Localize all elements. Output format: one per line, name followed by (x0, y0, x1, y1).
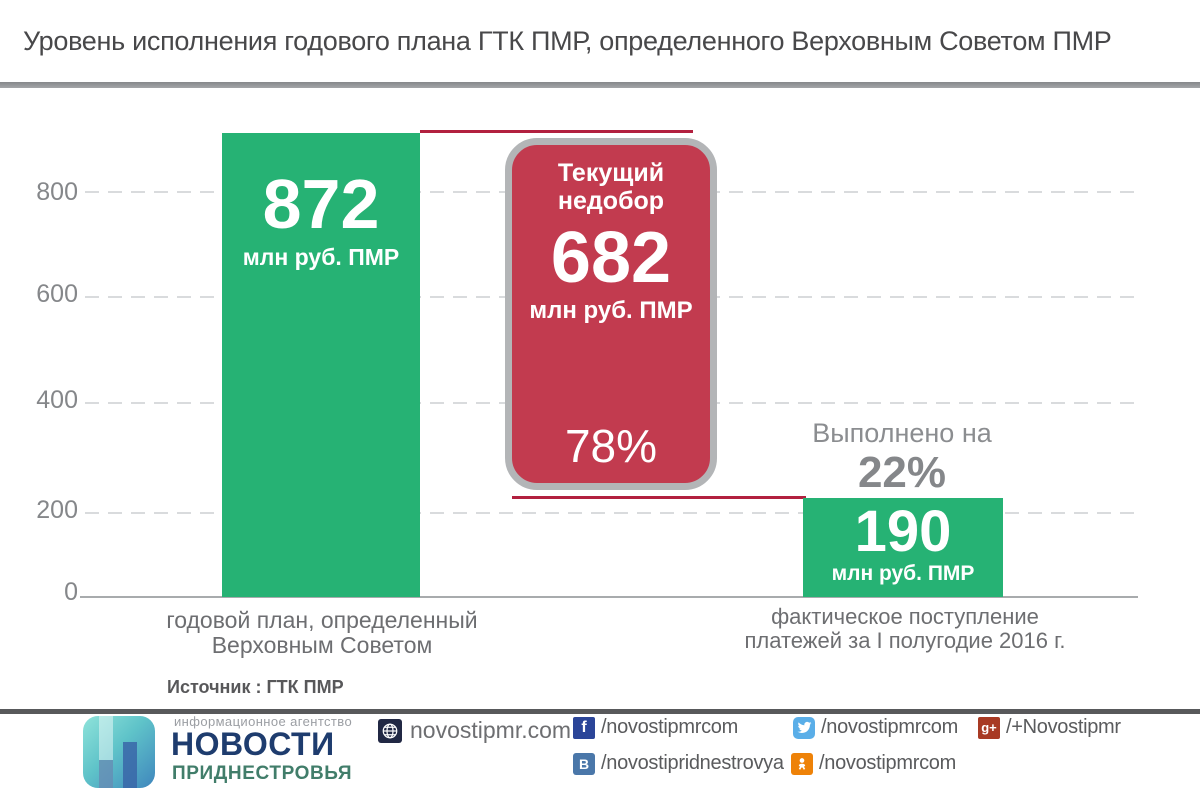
facebook-icon: f (573, 716, 595, 739)
website-text: novostipmr.com (410, 717, 572, 743)
shortfall-callout: Текущий недобор 682 млн руб. ПМР 78% (505, 138, 717, 490)
logo-bar (99, 760, 113, 788)
website-row: novostipmr.com (378, 717, 571, 744)
agency-tagline: информационное агентство (174, 714, 353, 729)
odnoklassniki-handle: /novostipmrcom (819, 752, 956, 774)
x-label-actual-receipts: фактическое поступление платежей за I по… (705, 604, 1105, 654)
x-axis-line (80, 596, 1138, 598)
twitter-handle: /novostipmrcom (821, 716, 958, 738)
googleplus-handle: /+Novostipmr (1006, 716, 1121, 738)
x-label-line: фактическое поступление (771, 604, 1039, 629)
y-axis-tick-200: 200 (36, 496, 78, 524)
source-note: Источник : ГТК ПМР (167, 677, 344, 697)
bar-unit: млн руб. ПМР (242, 244, 400, 270)
googleplus-icon: g+ (978, 716, 1000, 739)
y-axis-tick-600: 600 (36, 280, 78, 308)
completion-note: Выполнено на 22% (752, 418, 1052, 495)
social-googleplus: g+ /+Novostipmr (978, 716, 1121, 739)
y-axis-tick-0: 0 (64, 578, 78, 606)
odnoklassniki-icon (791, 752, 813, 775)
page-title: Уровень исполнения годового плана ГТК ПМ… (23, 26, 1112, 56)
bar-value: 872 (262, 165, 380, 243)
title-divider (0, 82, 1200, 88)
agency-logo (83, 716, 155, 788)
facebook-handle: /novostipmrcom (601, 716, 738, 738)
globe-icon (378, 718, 402, 743)
vk-handle: /novostipridnestrovya (601, 752, 784, 774)
social-facebook: f /novostipmrcom (573, 716, 738, 739)
y-axis-tick-800: 800 (36, 178, 78, 206)
bar-unit: млн руб. ПМР (831, 562, 975, 585)
shortfall-label: Текущий недобор (557, 159, 665, 215)
bar-value: 190 (854, 499, 952, 564)
shortfall-percent: 78% (564, 420, 658, 472)
plan-level-connector-line (420, 130, 693, 133)
shortfall-value: 682 (550, 218, 672, 298)
brand-name-line1: НОВОСТИ (171, 726, 335, 762)
social-vk: В /novostipridnestrovya (573, 752, 784, 775)
x-label-line: годовой план, определенный (166, 607, 478, 633)
logo-bar (123, 742, 137, 788)
x-label-line: платежей за I полугодие 2016 г. (744, 628, 1066, 654)
x-label-annual-plan: годовой план, определенный Верховным Сов… (122, 607, 522, 659)
footer-divider (0, 709, 1200, 714)
brand-name-line2: ПРИДНЕСТРОВЬЯ (172, 763, 353, 784)
social-odnoklassniki: /novostipmrcom (791, 752, 956, 775)
bar-annual-plan: 872 млн руб. ПМР (222, 133, 420, 597)
completion-percent: 22% (857, 448, 947, 497)
vk-icon: В (573, 752, 595, 775)
shortfall-unit: млн руб. ПМР (529, 297, 693, 324)
y-axis-tick-400: 400 (36, 386, 78, 414)
gridline-200 (85, 512, 1137, 514)
twitter-icon (793, 716, 815, 739)
completion-label: Выполнено на (812, 418, 992, 448)
bar-actual-receipts: 190 млн руб. ПМР (803, 498, 1003, 597)
social-twitter: /novostipmrcom (793, 716, 958, 739)
x-label-line: Верховным Советом (211, 632, 433, 659)
actual-level-connector-line (512, 496, 806, 499)
